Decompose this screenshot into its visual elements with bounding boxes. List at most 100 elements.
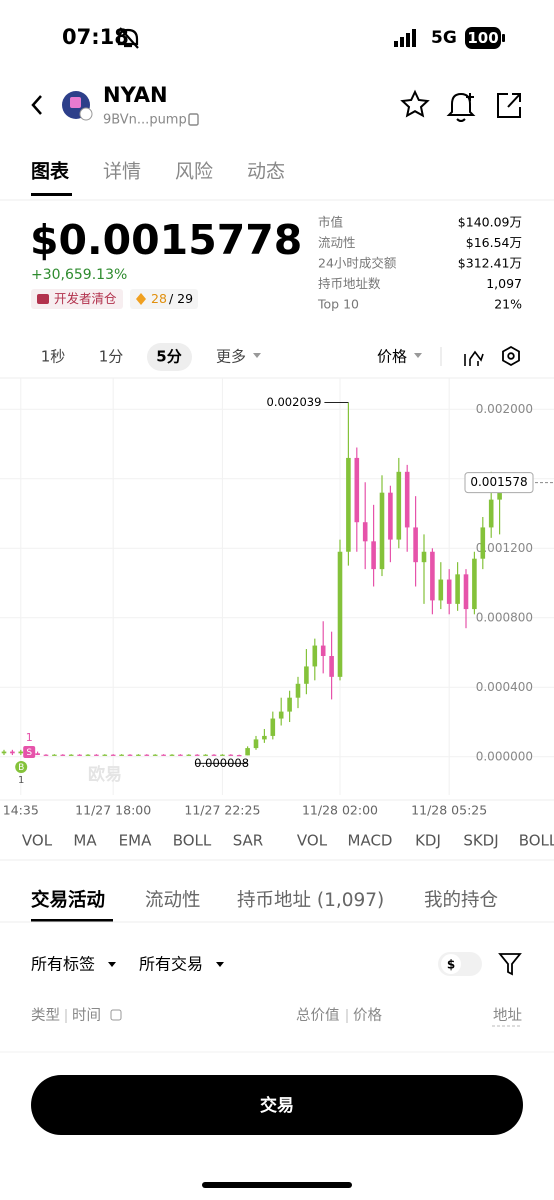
- calendar-icon[interactable]: [110, 1009, 122, 1021]
- price-change: +30,659.13%: [31, 267, 127, 283]
- column-time: 时间: [72, 1007, 101, 1024]
- candle-body: [455, 574, 460, 604]
- indicator[interactable]: MACD: [348, 832, 393, 850]
- activity-tab[interactable]: 流动性: [145, 890, 201, 911]
- stat-value: $16.54万: [466, 235, 522, 250]
- timeframe-active-bg: [147, 343, 192, 371]
- tab[interactable]: 动态: [247, 161, 285, 183]
- indicator[interactable]: BOLL: [173, 832, 212, 850]
- candle-body: [295, 683, 301, 698]
- column-total-value: 总价值: [296, 1007, 340, 1024]
- home-indicator: [202, 1182, 352, 1188]
- settings-button[interactable]: [502, 345, 520, 367]
- battery: [465, 27, 501, 49]
- filter-button[interactable]: [498, 953, 522, 976]
- tab-underline: [31, 193, 72, 196]
- tab[interactable]: 风险: [175, 161, 213, 183]
- candle-body: [119, 754, 124, 756]
- stat-label: 流动性: [318, 235, 356, 250]
- candle-body: [186, 754, 192, 756]
- indicator[interactable]: EMA: [119, 832, 152, 850]
- marker-buy: [15, 761, 28, 773]
- candle-body: [388, 492, 393, 540]
- marker-count: 1: [26, 731, 33, 744]
- candle-body: [463, 574, 469, 610]
- candle-body: [35, 753, 40, 756]
- candle-body: [413, 527, 418, 563]
- holders-tag-bg: [130, 289, 198, 309]
- tab[interactable]: 详情: [103, 161, 141, 183]
- signal-icon: [394, 29, 416, 47]
- x-tick-label: 11/28 02:00: [302, 803, 378, 818]
- filter[interactable]: 所有标签: [31, 955, 95, 974]
- marker-label: S: [26, 748, 32, 758]
- timeframe[interactable]: 5分: [156, 348, 181, 366]
- stat-value: 1,097: [486, 276, 522, 291]
- back-button[interactable]: [31, 95, 42, 115]
- stat-value: $312.41万: [458, 256, 522, 271]
- candle-body: [362, 522, 368, 542]
- dropdown-icon: [414, 353, 422, 358]
- activity-tab[interactable]: 交易活动: [31, 889, 105, 911]
- candle-body: [228, 754, 234, 756]
- indicator[interactable]: VOL: [297, 832, 328, 850]
- timeframe-bar: 1秒 1分 5分 更多: [41, 348, 246, 366]
- candle-body: [211, 754, 217, 756]
- share-button[interactable]: [497, 93, 521, 118]
- dropdown-icon: [108, 962, 116, 967]
- activity-tabs: 交易活动 流动性 持币地址 (1,097) 我的持仓: [31, 889, 498, 911]
- candle-body: [287, 697, 292, 712]
- trade-button-label: 交易: [260, 1095, 294, 1116]
- timeframe[interactable]: 更多: [216, 348, 246, 366]
- candle-body: [304, 666, 309, 684]
- candle-body: [430, 551, 435, 601]
- candle-body: [245, 748, 250, 756]
- filter[interactable]: 所有交易: [139, 955, 203, 974]
- dropdown-icon: [216, 962, 224, 967]
- timeframe[interactable]: 1分: [99, 348, 124, 366]
- candle-body: [488, 499, 494, 528]
- holders-tag-icon: [136, 293, 146, 305]
- candle-body: [404, 471, 410, 528]
- indicator[interactable]: SAR: [233, 832, 263, 850]
- token-address: 9BVn...pump: [103, 113, 187, 128]
- filter-bar: 所有标签 所有交易: [31, 955, 224, 974]
- chain-badge: [79, 107, 93, 121]
- candle-body: [278, 711, 284, 719]
- candle-body: [102, 754, 108, 756]
- y-tick-label: 0.000400: [476, 680, 533, 694]
- candle-body: [346, 457, 351, 552]
- y-tick-label: 0.001200: [476, 541, 533, 555]
- mute-icon: [117, 27, 139, 49]
- indicator[interactable]: SKDJ: [463, 832, 498, 850]
- indicator[interactable]: VOL: [22, 832, 53, 850]
- x-tick-label: 11/27 22:25: [184, 803, 260, 818]
- indicator[interactable]: BOLL: [519, 832, 554, 850]
- holders-score: 28: [151, 291, 167, 306]
- trade-button[interactable]: [31, 1075, 523, 1135]
- currency-toggle: $: [447, 958, 455, 972]
- candle-body: [354, 457, 360, 523]
- stat-value: 21%: [494, 297, 522, 312]
- indicator[interactable]: KDJ: [415, 832, 441, 850]
- candle-body: [329, 656, 334, 677]
- candle-body: [152, 754, 158, 756]
- copy-icon[interactable]: [188, 113, 199, 126]
- indicator-button[interactable]: [464, 350, 484, 366]
- indicator-bar: VOL MA EMA BOLL SAR VOL MACD KDJ SKDJ BOLL: [22, 832, 554, 850]
- price: $0.0015778: [30, 216, 302, 264]
- price-mode[interactable]: 价格: [377, 348, 407, 366]
- activity-tab[interactable]: 持币地址 (1,097): [237, 890, 384, 911]
- indicator[interactable]: MA: [73, 832, 97, 850]
- timeframe[interactable]: 1秒: [41, 348, 66, 366]
- activity-tab[interactable]: 我的持仓: [424, 890, 498, 911]
- tab[interactable]: 图表: [31, 160, 70, 183]
- tab-bar: 图表 详情 风险 动态: [31, 160, 285, 183]
- candle-body: [169, 754, 175, 756]
- candle-body: [161, 754, 166, 756]
- candle-body: [127, 754, 133, 756]
- favorite-button[interactable]: [400, 89, 430, 118]
- alert-button[interactable]: [446, 92, 476, 122]
